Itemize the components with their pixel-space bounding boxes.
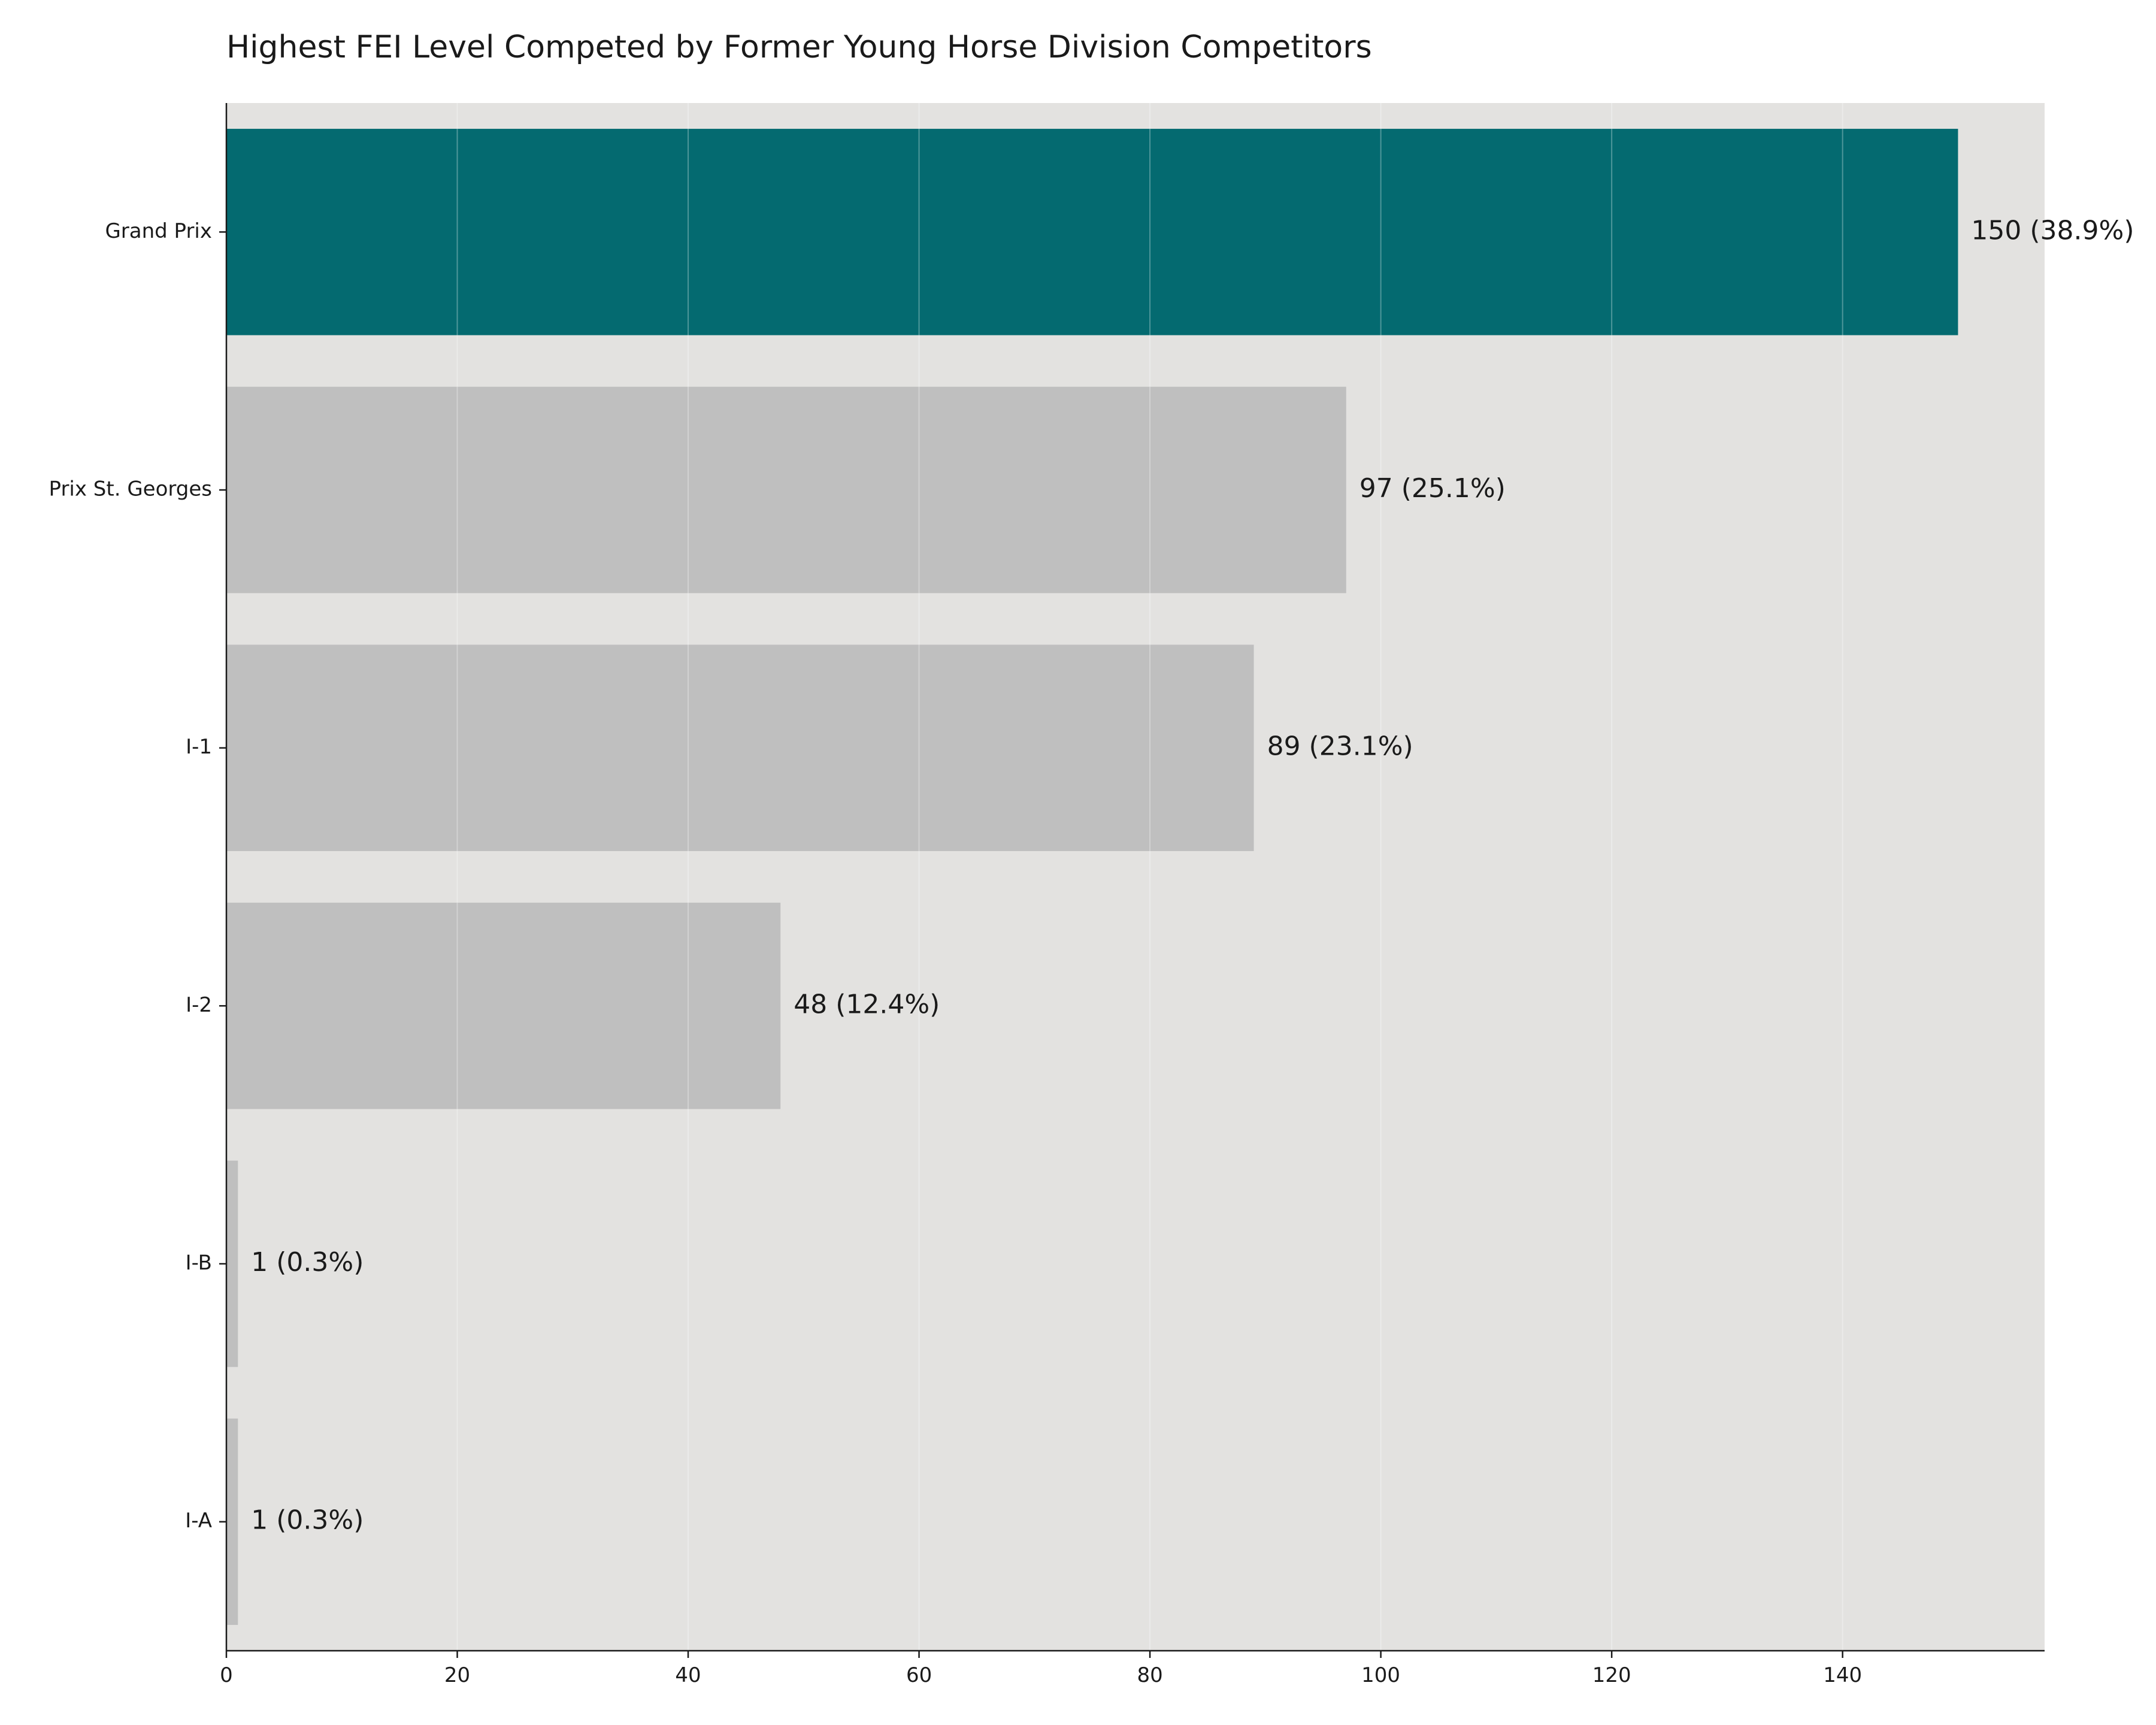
data-label-5: 1 (0.3%): [251, 1505, 364, 1536]
data-labels: 150 (38.9%) 97 (25.1%) 89 (23.1%) 48 (12.4%…: [251, 215, 2134, 1535]
bars: [226, 129, 1958, 1625]
tick-label-y-0: Grand Prix: [105, 219, 212, 243]
tick-label-y-1: Prix St. Georges: [49, 477, 212, 501]
bar-3: [226, 903, 781, 1109]
tick-label-x-6: 120: [1592, 1663, 1631, 1687]
bar-4: [226, 1160, 238, 1367]
tick-label-x-5: 100: [1361, 1663, 1400, 1687]
bar-0: [226, 129, 1958, 335]
tick-label-x-3: 60: [906, 1663, 932, 1687]
chart-title: Highest FEI Level Competed by Former You…: [226, 29, 1372, 65]
data-label-2: 89 (23.1%): [1267, 731, 1413, 762]
data-label-3: 48 (12.4%): [794, 989, 940, 1019]
bar-1: [226, 386, 1346, 594]
bar-5: [226, 1418, 238, 1625]
tick-label-y-3: I-2: [186, 993, 212, 1017]
tick-label-x-2: 40: [675, 1663, 701, 1687]
tick-label-x-4: 80: [1137, 1663, 1162, 1687]
data-label-4: 1 (0.3%): [251, 1247, 364, 1278]
tick-label-x-7: 140: [1823, 1663, 1862, 1687]
tick-label-x-1: 20: [444, 1663, 470, 1687]
tick-label-y-4: I-B: [186, 1251, 212, 1275]
data-label-0: 150 (38.9%): [1971, 215, 2134, 246]
bar-2: [226, 644, 1254, 851]
data-label-1: 97 (25.1%): [1359, 473, 1506, 504]
axes: Grand Prix Prix St. Georges I-1 I-2 I-B I-A 0 2…: [49, 103, 2045, 1687]
tick-label-y-5: I-A: [185, 1509, 212, 1533]
tick-label-y-2: I-1: [186, 735, 212, 759]
tick-label-x-0: 0: [220, 1663, 233, 1687]
gridlines: [456, 103, 1843, 1651]
plot-area: [226, 103, 2045, 1651]
